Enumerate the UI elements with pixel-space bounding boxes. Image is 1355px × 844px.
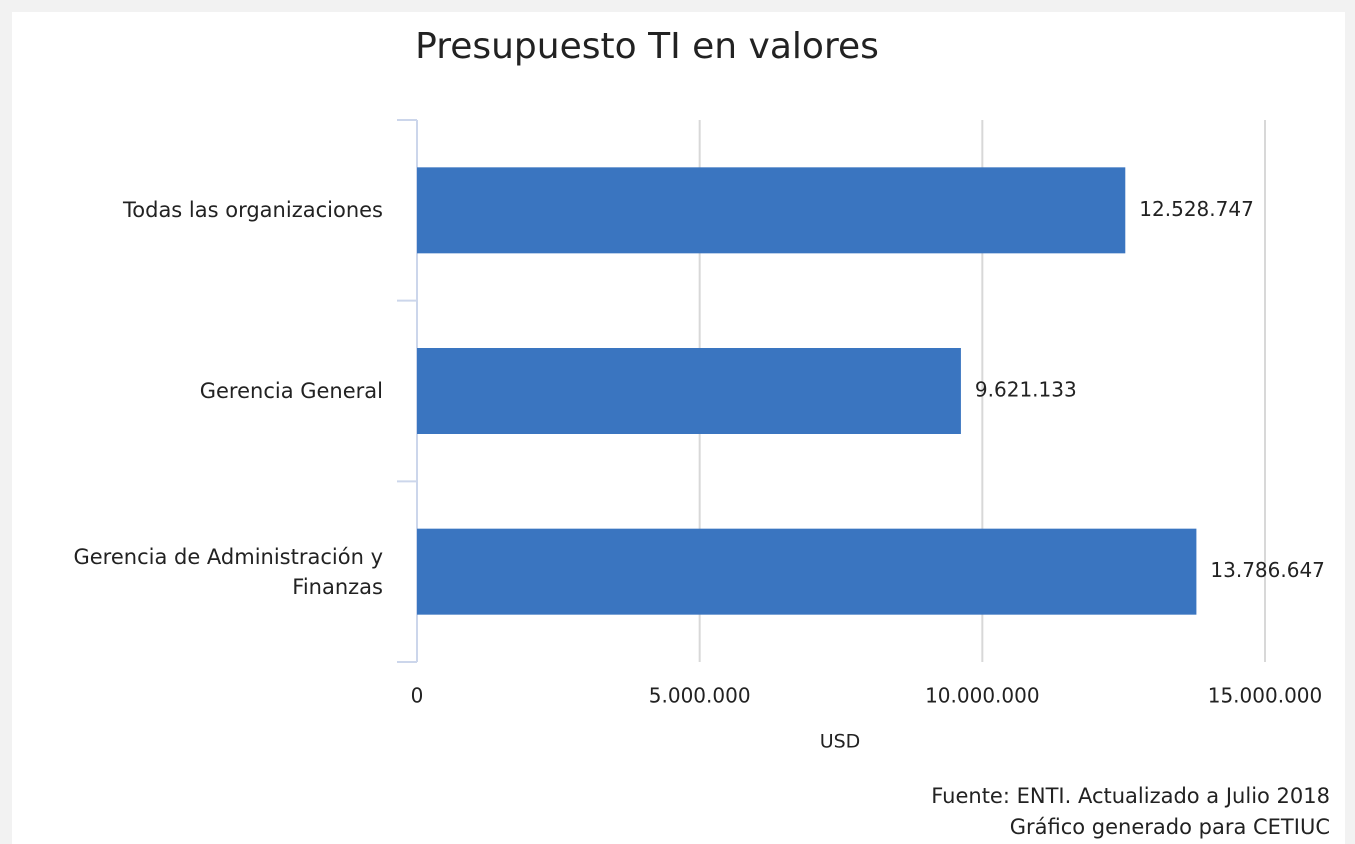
x-tick-label: 10.000.000 [925,684,1040,708]
x-tick-label: 15.000.000 [1208,684,1323,708]
bar [417,348,961,434]
data-label: 13.786.647 [1210,558,1325,582]
chart-title: Presupuesto TI en valores [415,26,879,67]
x-tick-label: 0 [411,684,424,708]
source-line: Gráfico generado para CETIUC [1010,815,1330,839]
x-axis-label: USD [820,731,861,753]
bar [417,167,1126,254]
x-tick-label: 5.000.000 [649,684,751,708]
data-label: 9.621.133 [975,378,1077,402]
y-tick-label: Todas las organizaciones [123,198,383,223]
y-tick-label: Gerencia de Administración y Finanzas [73,544,383,599]
bar [417,528,1197,615]
y-tick-label: Gerencia General [199,379,383,403]
data-label: 12.528.747 [1139,197,1254,221]
source-line: Fuente: ENTI. Actualizado a Julio 2018 [931,784,1330,808]
